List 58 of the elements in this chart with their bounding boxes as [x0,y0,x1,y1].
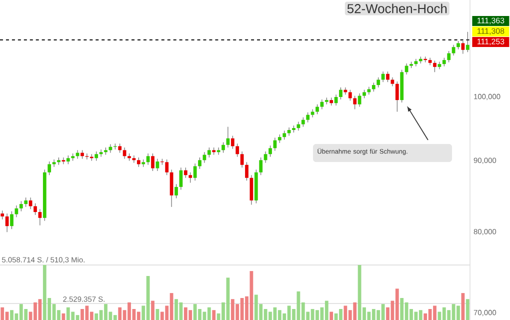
candlestick [193,163,197,181]
candlestick [156,158,160,172]
candlestick [62,157,66,164]
candlestick [207,147,211,158]
candlestick [466,32,470,52]
bar [324,300,328,320]
candlestick [316,104,319,114]
candlestick [282,130,286,140]
candlestick [301,117,305,128]
candlestick [34,203,37,216]
candlestick [85,153,89,160]
candlestick [339,87,342,100]
candlestick [151,153,154,172]
candlestick [10,211,14,230]
candlestick [310,109,314,118]
candlestick [240,151,244,168]
candlestick [38,208,42,226]
candlestick [433,60,436,72]
candlestick [222,142,225,154]
candlestick [236,143,240,158]
bar [466,299,470,320]
candlestick [48,161,52,176]
candlestick [438,62,442,70]
bar [207,307,211,320]
candlestick [174,184,178,199]
candlestick [353,96,357,110]
candlestick [306,112,310,123]
ref-line-label: 52-Wochen-Hoch [347,4,447,14]
bar [113,315,117,320]
candlestick [19,200,23,212]
candlestick [165,159,169,176]
candlestick [188,172,192,183]
candlestick [245,162,248,181]
candlestick [118,143,122,154]
candlestick [348,90,352,101]
candlestick [268,145,272,158]
bar [151,300,154,320]
candlestick [414,58,418,67]
candlestick [452,44,456,56]
bar [212,310,216,320]
candlestick [461,40,465,54]
candlestick [230,136,234,150]
bar [330,312,334,320]
bar [136,312,140,320]
candlestick [447,50,451,63]
candlestick [320,99,324,110]
bar [395,288,399,320]
candlestick [386,71,390,82]
candlestick [395,81,399,112]
bar [418,310,422,320]
candlestick [94,151,98,162]
candlestick [376,77,380,88]
candlestick [136,157,140,168]
candlestick [259,157,263,176]
candlestick [24,197,28,208]
candlestick [198,157,202,170]
candlestick [184,167,188,178]
candlestick [428,58,432,66]
